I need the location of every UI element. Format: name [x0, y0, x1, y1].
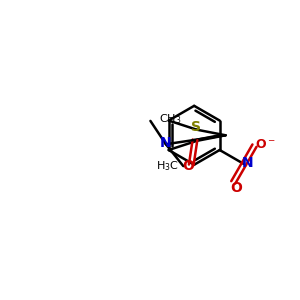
Text: S: S — [191, 120, 201, 134]
Text: N: N — [160, 136, 172, 150]
Text: O: O — [182, 159, 194, 173]
Text: O$^-$: O$^-$ — [255, 138, 276, 151]
Text: O: O — [230, 181, 242, 195]
Text: CH$_3$: CH$_3$ — [159, 112, 181, 126]
Text: N: N — [242, 155, 253, 170]
Text: H$_3$C: H$_3$C — [156, 159, 179, 173]
